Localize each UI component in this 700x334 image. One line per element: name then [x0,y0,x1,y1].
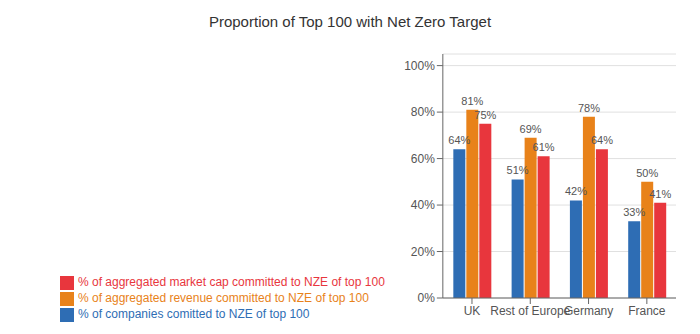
svg-text:69%: 69% [520,123,542,135]
html-text:% of aggregated market cap com: % of aggregated market cap committed to … [78,275,385,289]
svg-text:20%: 20% [411,245,435,259]
svg-text:51%: 51% [507,164,529,176]
svg-text:40%: 40% [411,198,435,212]
svg-text:50%: 50% [636,167,658,179]
html-text:% of aggregated revenue commit: % of aggregated revenue committed to NZE… [78,291,369,305]
svg-text:Germany: Germany [564,304,613,318]
svg-text:81%: 81% [461,95,483,107]
svg-text:64%: 64% [448,134,470,146]
svg-text:0%: 0% [417,291,435,305]
svg-text:France: France [628,304,666,318]
svg-text:64%: 64% [591,134,613,146]
html-text:Proportion of Top 100 with Net: Proportion of Top 100 with Net Zero Targ… [208,13,491,30]
html-text:% of companies comitted to NZE: % of companies comitted to NZE of top 10… [78,307,310,321]
svg-text:42%: 42% [565,185,587,197]
svg-text:61%: 61% [533,141,555,153]
svg-text:75%: 75% [474,109,496,121]
svg-text:33%: 33% [623,206,645,218]
svg-text:100%: 100% [404,59,435,73]
svg-text:60%: 60% [411,152,435,166]
svg-text:Rest of Europe: Rest of Europe [490,304,570,318]
svg-text:80%: 80% [411,105,435,119]
svg-text:41%: 41% [649,188,671,200]
svg-text:UK: UK [464,304,481,318]
svg-text:78%: 78% [578,102,600,114]
